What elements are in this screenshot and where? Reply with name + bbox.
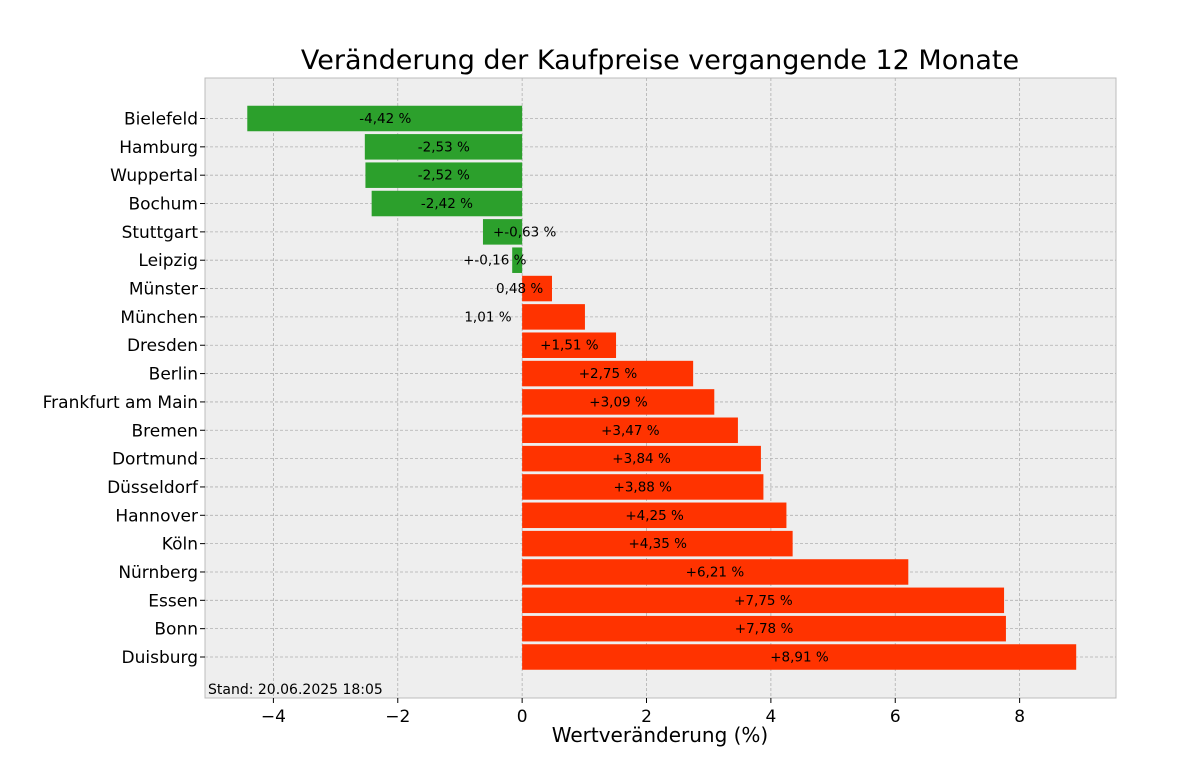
bar-frankfurt-am-main [522, 389, 715, 415]
data-label: -2,53 % [418, 139, 470, 155]
bar-münster [522, 275, 552, 302]
category-label: Hannover [115, 506, 198, 526]
data-label: +-0,63 % [493, 224, 557, 240]
x-tick-label: 2 [641, 707, 652, 727]
data-label: +-0,16 % [463, 253, 527, 269]
category-label: Bremen [131, 421, 198, 441]
data-label: -4,42 % [359, 111, 411, 127]
bar-düsseldorf [522, 474, 764, 500]
category-label: Nürnberg [118, 563, 198, 583]
x-axis-ticks: −4 −2 0 2 4 6 8 [261, 698, 1025, 727]
data-label: +7,78 % [735, 621, 794, 637]
data-label: +3,84 % [612, 451, 671, 467]
data-label: +7,75 % [734, 593, 793, 609]
bar-duisburg [522, 644, 1077, 670]
x-axis-title: Wertveränderung (%) [552, 723, 769, 747]
category-label: Essen [148, 591, 198, 611]
category-label: Stuttgart [122, 223, 199, 243]
category-label: Leipzig [138, 251, 198, 271]
bar-köln [522, 530, 793, 557]
bar-berlin [522, 360, 694, 387]
x-tick-label: 0 [517, 707, 528, 727]
bar-dortmund [522, 445, 761, 472]
category-label: Bochum [128, 195, 198, 215]
bar-münchen [522, 304, 585, 330]
data-label: +4,35 % [628, 536, 687, 552]
data-label: +4,25 % [625, 508, 684, 524]
bar-stuttgart [482, 219, 523, 245]
bar-leipzig [512, 247, 523, 273]
category-label: Berlin [149, 365, 198, 385]
data-label: -2,42 % [421, 196, 473, 212]
chart-title: Veränderung der Kaufpreise vergangende 1… [301, 45, 1019, 76]
bars [247, 105, 1077, 670]
data-label: +2,75 % [579, 366, 638, 382]
category-label: Hamburg [119, 138, 198, 158]
bar-bonn [522, 615, 1006, 642]
data-label: +3,09 % [589, 394, 648, 410]
data-labels: -4,42 % -2,53 % -2,52 % -2,42 % +-0,63 % +-0,… [359, 111, 829, 666]
data-label: 0,48 % [496, 281, 543, 297]
y-axis-labels: Bielefeld Hamburg Wuppertal Bochum Stuttgart… [43, 110, 205, 668]
data-label: -2,52 % [418, 168, 470, 184]
category-label: Düsseldorf [107, 478, 199, 498]
x-tick-label: 8 [1014, 707, 1025, 727]
x-tick-label: 6 [890, 707, 901, 727]
bar-hamburg [364, 134, 523, 160]
bar-bielefeld [247, 105, 523, 132]
category-label: Bonn [154, 620, 198, 640]
data-label: +3,88 % [614, 479, 673, 495]
x-tick-label: −4 [261, 707, 286, 727]
category-label: Köln [162, 535, 198, 555]
category-label: Münster [129, 280, 198, 300]
data-label: +1,51 % [540, 338, 599, 354]
x-tick-label: −2 [385, 707, 410, 727]
data-label: +8,91 % [770, 650, 829, 666]
category-label: Dortmund [112, 450, 198, 470]
bar-dresden [522, 332, 617, 358]
data-label: +3,47 % [601, 423, 660, 439]
bar-essen [522, 587, 1005, 614]
category-label: Dresden [127, 336, 198, 356]
category-label: Frankfurt am Main [43, 393, 198, 413]
bar-nürnberg [522, 559, 909, 585]
category-label: Duisburg [122, 648, 199, 668]
category-label: Bielefeld [124, 110, 198, 130]
bar-bremen [522, 417, 738, 444]
bar-wuppertal [365, 162, 523, 188]
timestamp-note: Stand: 20.06.2025 18:05 [208, 682, 383, 698]
bar-hannover [522, 502, 787, 529]
category-label: München [120, 308, 198, 328]
data-label: 1,01 % [464, 309, 511, 325]
x-tick-label: 4 [765, 707, 776, 727]
bar-bochum [371, 190, 523, 217]
data-label: +6,21 % [686, 564, 745, 580]
category-label: Wuppertal [110, 166, 198, 186]
